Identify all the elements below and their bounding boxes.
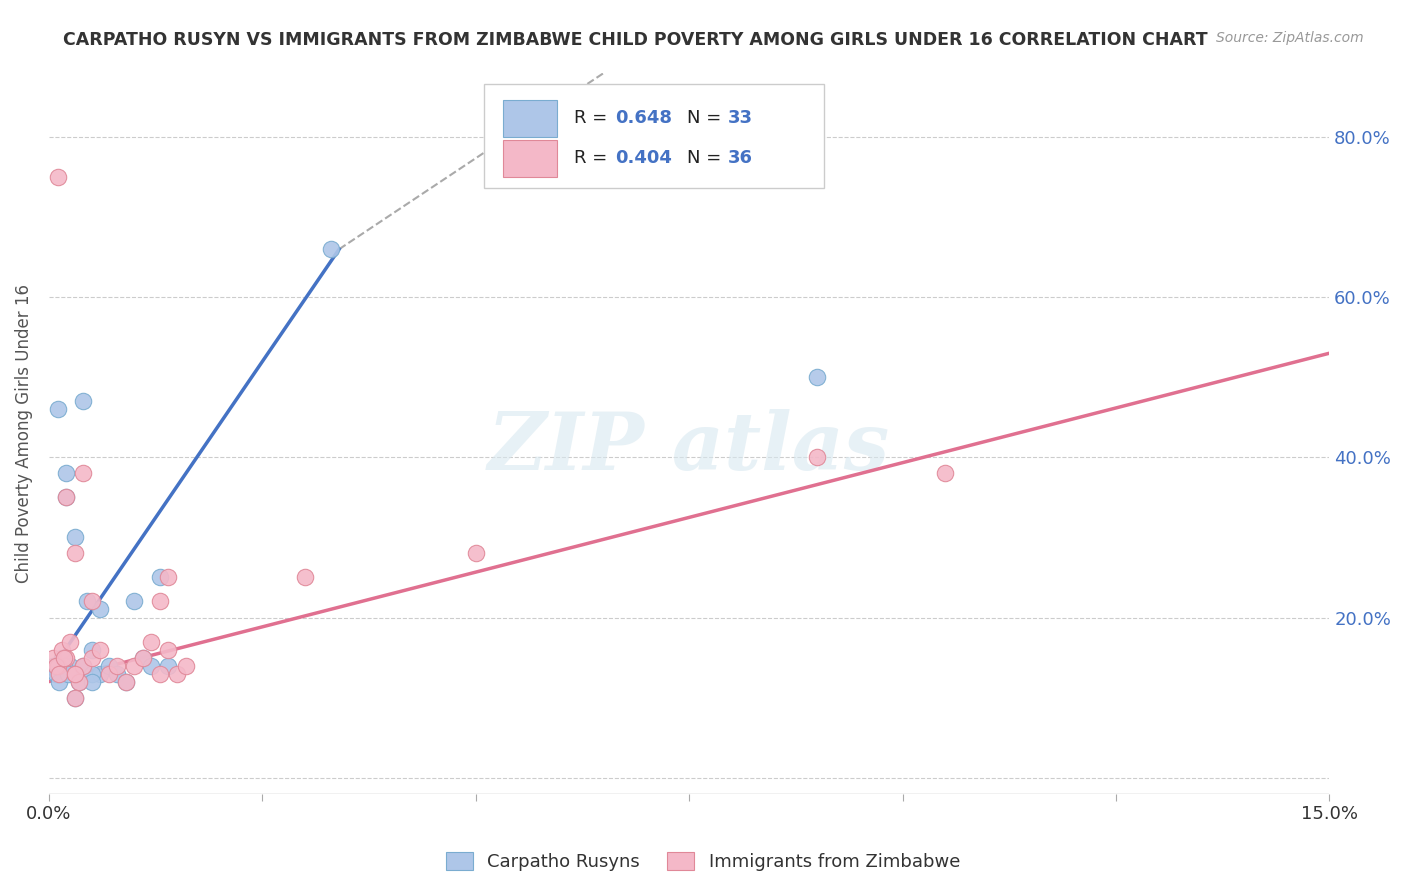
Point	[114, 674, 136, 689]
Point	[56, 666, 79, 681]
Point	[80, 666, 103, 681]
Point	[51, 650, 73, 665]
Point	[149, 570, 172, 584]
Point	[934, 467, 956, 481]
Point	[141, 658, 163, 673]
Point	[97, 666, 120, 681]
Point	[149, 666, 172, 681]
Point	[48, 666, 70, 681]
Point	[141, 634, 163, 648]
Point	[46, 666, 69, 681]
Point	[63, 546, 86, 560]
Point	[132, 650, 155, 665]
Text: CARPATHO RUSYN VS IMMIGRANTS FROM ZIMBABWE CHILD POVERTY AMONG GIRLS UNDER 16 CO: CARPATHO RUSYN VS IMMIGRANTS FROM ZIMBAB…	[63, 31, 1208, 49]
Point	[105, 666, 128, 681]
Point	[294, 570, 316, 584]
Point	[67, 674, 90, 689]
Point	[464, 546, 486, 560]
Point	[63, 690, 86, 705]
Point	[319, 242, 342, 256]
Point	[124, 594, 146, 608]
FancyBboxPatch shape	[484, 84, 824, 188]
Point	[806, 370, 828, 384]
Point	[59, 658, 82, 673]
Point	[806, 450, 828, 465]
Text: N =: N =	[686, 109, 727, 127]
Text: 0.648: 0.648	[614, 109, 672, 127]
Point	[45, 658, 67, 673]
Point	[59, 634, 82, 648]
Point	[53, 650, 76, 665]
Point	[80, 674, 103, 689]
Point	[80, 650, 103, 665]
Point	[63, 666, 86, 681]
Point	[55, 650, 77, 665]
Text: R =: R =	[574, 149, 613, 167]
Point	[46, 402, 69, 417]
Point	[63, 666, 86, 681]
Point	[80, 642, 103, 657]
Point	[72, 658, 94, 673]
Point	[55, 491, 77, 505]
Point	[80, 594, 103, 608]
FancyBboxPatch shape	[503, 100, 557, 137]
Point	[55, 491, 77, 505]
Point	[51, 642, 73, 657]
Point	[89, 642, 111, 657]
Y-axis label: Child Poverty Among Girls Under 16: Child Poverty Among Girls Under 16	[15, 284, 32, 582]
Point	[124, 658, 146, 673]
Point	[55, 467, 77, 481]
Point	[114, 674, 136, 689]
Point	[63, 530, 86, 544]
Text: 36: 36	[727, 149, 752, 167]
Point	[157, 570, 180, 584]
Point	[46, 170, 69, 185]
Point	[132, 650, 155, 665]
Point	[67, 674, 90, 689]
Point	[72, 658, 94, 673]
Text: N =: N =	[686, 149, 727, 167]
Point	[76, 594, 98, 608]
Point	[97, 658, 120, 673]
Point	[48, 674, 70, 689]
Text: 33: 33	[727, 109, 752, 127]
Point	[46, 658, 69, 673]
Text: 0.404: 0.404	[614, 149, 672, 167]
Point	[72, 394, 94, 409]
Point	[53, 658, 76, 673]
Point	[89, 602, 111, 616]
Point	[157, 642, 180, 657]
Point	[42, 658, 65, 673]
Point	[89, 666, 111, 681]
Point	[105, 658, 128, 673]
Point	[72, 467, 94, 481]
Text: ZIP atlas: ZIP atlas	[488, 409, 890, 486]
Text: R =: R =	[574, 109, 613, 127]
Point	[63, 690, 86, 705]
Point	[63, 666, 86, 681]
Point	[157, 658, 180, 673]
Legend: Carpatho Rusyns, Immigrants from Zimbabwe: Carpatho Rusyns, Immigrants from Zimbabw…	[439, 845, 967, 879]
Point	[149, 594, 172, 608]
Text: Source: ZipAtlas.com: Source: ZipAtlas.com	[1216, 31, 1364, 45]
FancyBboxPatch shape	[503, 140, 557, 178]
Point	[166, 666, 188, 681]
Point	[174, 658, 197, 673]
Point	[42, 650, 65, 665]
Point	[45, 666, 67, 681]
